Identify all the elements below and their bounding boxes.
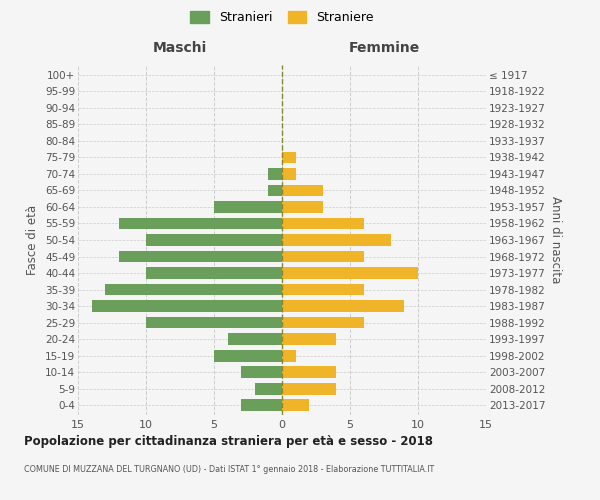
Bar [282, 333, 337, 345]
Bar [282, 250, 364, 262]
Bar [146, 267, 282, 279]
Bar [119, 250, 282, 262]
Bar [146, 316, 282, 328]
Bar [227, 333, 282, 345]
Bar [282, 350, 296, 362]
Bar [282, 284, 364, 296]
Y-axis label: Fasce di età: Fasce di età [26, 205, 40, 275]
Bar [282, 300, 404, 312]
Bar [282, 316, 364, 328]
Bar [282, 218, 364, 230]
Bar [214, 350, 282, 362]
Bar [268, 168, 282, 180]
Legend: Stranieri, Straniere: Stranieri, Straniere [185, 6, 379, 29]
Text: Popolazione per cittadinanza straniera per età e sesso - 2018: Popolazione per cittadinanza straniera p… [24, 435, 433, 448]
Bar [282, 399, 309, 411]
Bar [282, 234, 391, 246]
Bar [282, 201, 323, 213]
Bar [119, 218, 282, 230]
Bar [268, 184, 282, 196]
Bar [282, 267, 418, 279]
Text: COMUNE DI MUZZANA DEL TURGNANO (UD) - Dati ISTAT 1° gennaio 2018 - Elaborazione : COMUNE DI MUZZANA DEL TURGNANO (UD) - Da… [24, 465, 434, 474]
Bar [282, 366, 337, 378]
Bar [241, 366, 282, 378]
Bar [282, 152, 296, 164]
Text: Maschi: Maschi [153, 41, 207, 55]
Y-axis label: Anni di nascita: Anni di nascita [549, 196, 562, 284]
Bar [282, 382, 337, 394]
Bar [282, 168, 296, 180]
Bar [146, 234, 282, 246]
Bar [255, 382, 282, 394]
Bar [241, 399, 282, 411]
Bar [282, 184, 323, 196]
Bar [214, 201, 282, 213]
Text: Femmine: Femmine [349, 41, 419, 55]
Bar [92, 300, 282, 312]
Bar [105, 284, 282, 296]
